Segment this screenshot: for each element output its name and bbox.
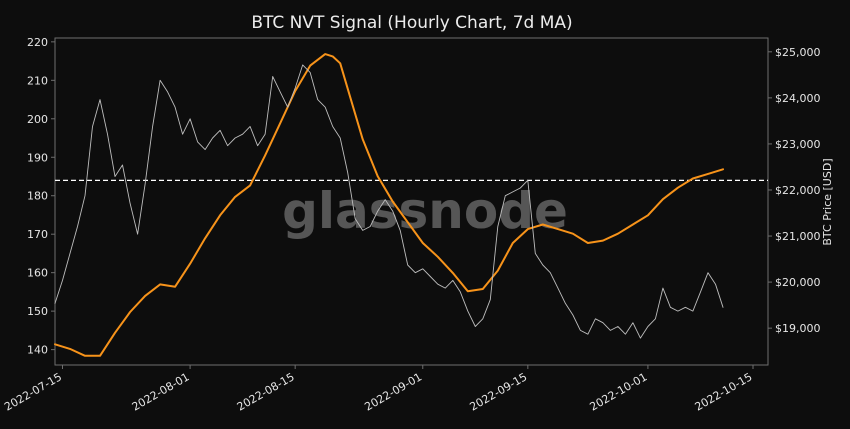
right-y-tick-label: $24,000 <box>775 92 821 105</box>
left-y-tick-label: 180 <box>27 190 48 203</box>
left-y-tick-label: 170 <box>27 228 48 241</box>
right-y-tick-label: $22,000 <box>775 184 821 197</box>
plot-frame <box>54 37 769 366</box>
left-y-tick-label: 160 <box>27 267 48 280</box>
right-y-tick-label: $20,000 <box>775 276 821 289</box>
glassnode-watermark: glassnode <box>282 182 568 240</box>
right-y-tick-label: $21,000 <box>775 230 821 243</box>
right-y-tick-label: $23,000 <box>775 138 821 151</box>
left-y-tick-label: 140 <box>27 344 48 357</box>
right-y-tick-label: $25,000 <box>775 46 821 59</box>
nvt-7d-ma-line <box>54 53 724 357</box>
left-y-tick-label: 200 <box>27 113 48 126</box>
right-axis-label: BTC Price [USD] <box>821 158 834 245</box>
left-y-tick-label: 150 <box>27 305 48 318</box>
left-y-tick-label: 220 <box>27 36 48 49</box>
nvt-signal-line <box>54 64 724 339</box>
left-y-tick-label: 190 <box>27 151 48 164</box>
chart-title: BTC NVT Signal (Hourly Chart, 7d MA) <box>251 13 572 33</box>
left-y-tick-label: 210 <box>27 74 48 87</box>
right-y-tick-label: $19,000 <box>775 322 821 335</box>
